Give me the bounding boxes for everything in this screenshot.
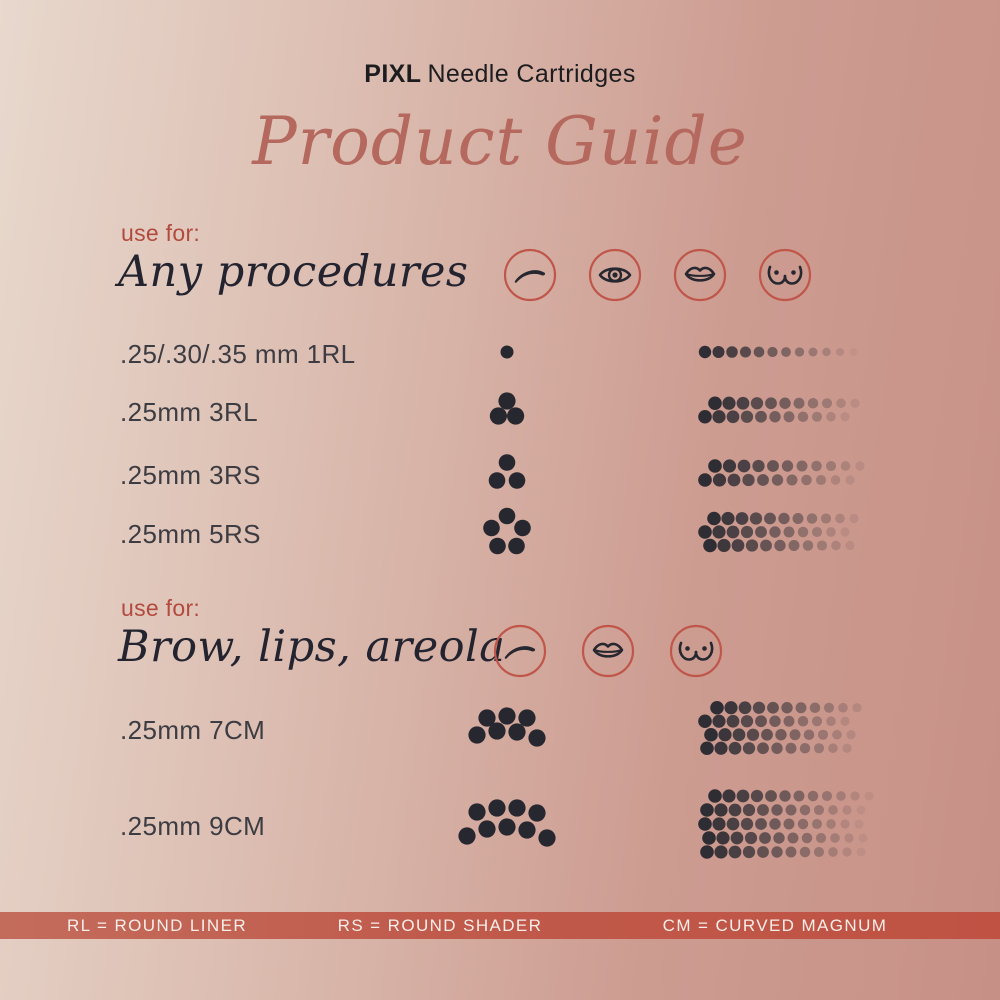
page-title: Product Guide xyxy=(252,103,748,180)
lips-icon xyxy=(673,248,727,302)
legend-item-cm: CM = CURVED MAGNUM xyxy=(662,916,888,935)
procedure-icons-row-2 xyxy=(493,624,723,678)
stroke-pattern-9cm xyxy=(698,789,874,859)
stroke-pattern-1rl xyxy=(698,345,858,359)
needle-label: .25/.30/.35 mm 1RL xyxy=(120,339,356,369)
needle-row-5rs: .25mm 5RS xyxy=(0,487,1000,577)
needle-cluster-5rs-icon xyxy=(483,507,531,555)
needle-label: .25mm 7CM xyxy=(120,715,266,745)
eye-icon xyxy=(588,248,642,302)
eyebrow-icon xyxy=(493,624,547,678)
stroke-pattern-3rl xyxy=(698,396,860,424)
procedure-icons-row-1 xyxy=(503,248,812,302)
use-for-label-2: use for: xyxy=(121,595,201,621)
areola-icon xyxy=(758,248,812,302)
use-for-label-1: use for: xyxy=(121,220,201,246)
lips-icon xyxy=(581,624,635,678)
brand-name: PIXL xyxy=(364,60,422,88)
needle-row-9cm: .25mm 9CM xyxy=(0,779,1000,869)
needle-label: .25mm 5RS xyxy=(120,519,261,549)
areola-icon xyxy=(669,624,723,678)
needle-cluster-3rs-icon xyxy=(488,454,526,489)
legend-band: RL = ROUND LINER RS = ROUND SHADER CM = … xyxy=(0,912,1000,939)
brand-tagline: Needle Cartridges xyxy=(427,60,636,88)
needle-cluster-7cm-icon xyxy=(468,707,546,747)
needle-row-3rl: .25mm 3RL xyxy=(0,365,1000,455)
section-title-brow-lips-areola: Brow, lips, areola xyxy=(118,622,506,672)
legend-item-rl: RL = ROUND LINER xyxy=(67,916,247,935)
header-subtitle: PIXL Needle Cartridges xyxy=(0,60,1000,89)
stroke-pattern-5rs xyxy=(698,511,859,553)
needle-cluster-9cm-icon xyxy=(458,799,556,847)
legend-item-rs: RS = ROUND SHADER xyxy=(337,916,543,935)
needle-label: .25mm 3RS xyxy=(120,460,261,490)
needle-row-7cm: .25mm 7CM xyxy=(0,683,1000,773)
eyebrow-icon xyxy=(503,248,557,302)
stroke-pattern-3rs xyxy=(698,459,865,487)
section-title-any-procedures: Any procedures xyxy=(118,247,469,297)
needle-row-1rl: .25/.30/.35 mm 1RL xyxy=(0,307,1000,397)
needle-label: .25mm 9CM xyxy=(120,811,266,841)
needle-cluster-1rl-icon xyxy=(500,345,514,359)
needle-label: .25mm 3RL xyxy=(120,397,258,427)
needle-cluster-3rl-icon xyxy=(489,392,525,425)
stroke-pattern-7cm xyxy=(698,700,862,756)
needle-row-3rs: .25mm 3RS xyxy=(0,428,1000,518)
